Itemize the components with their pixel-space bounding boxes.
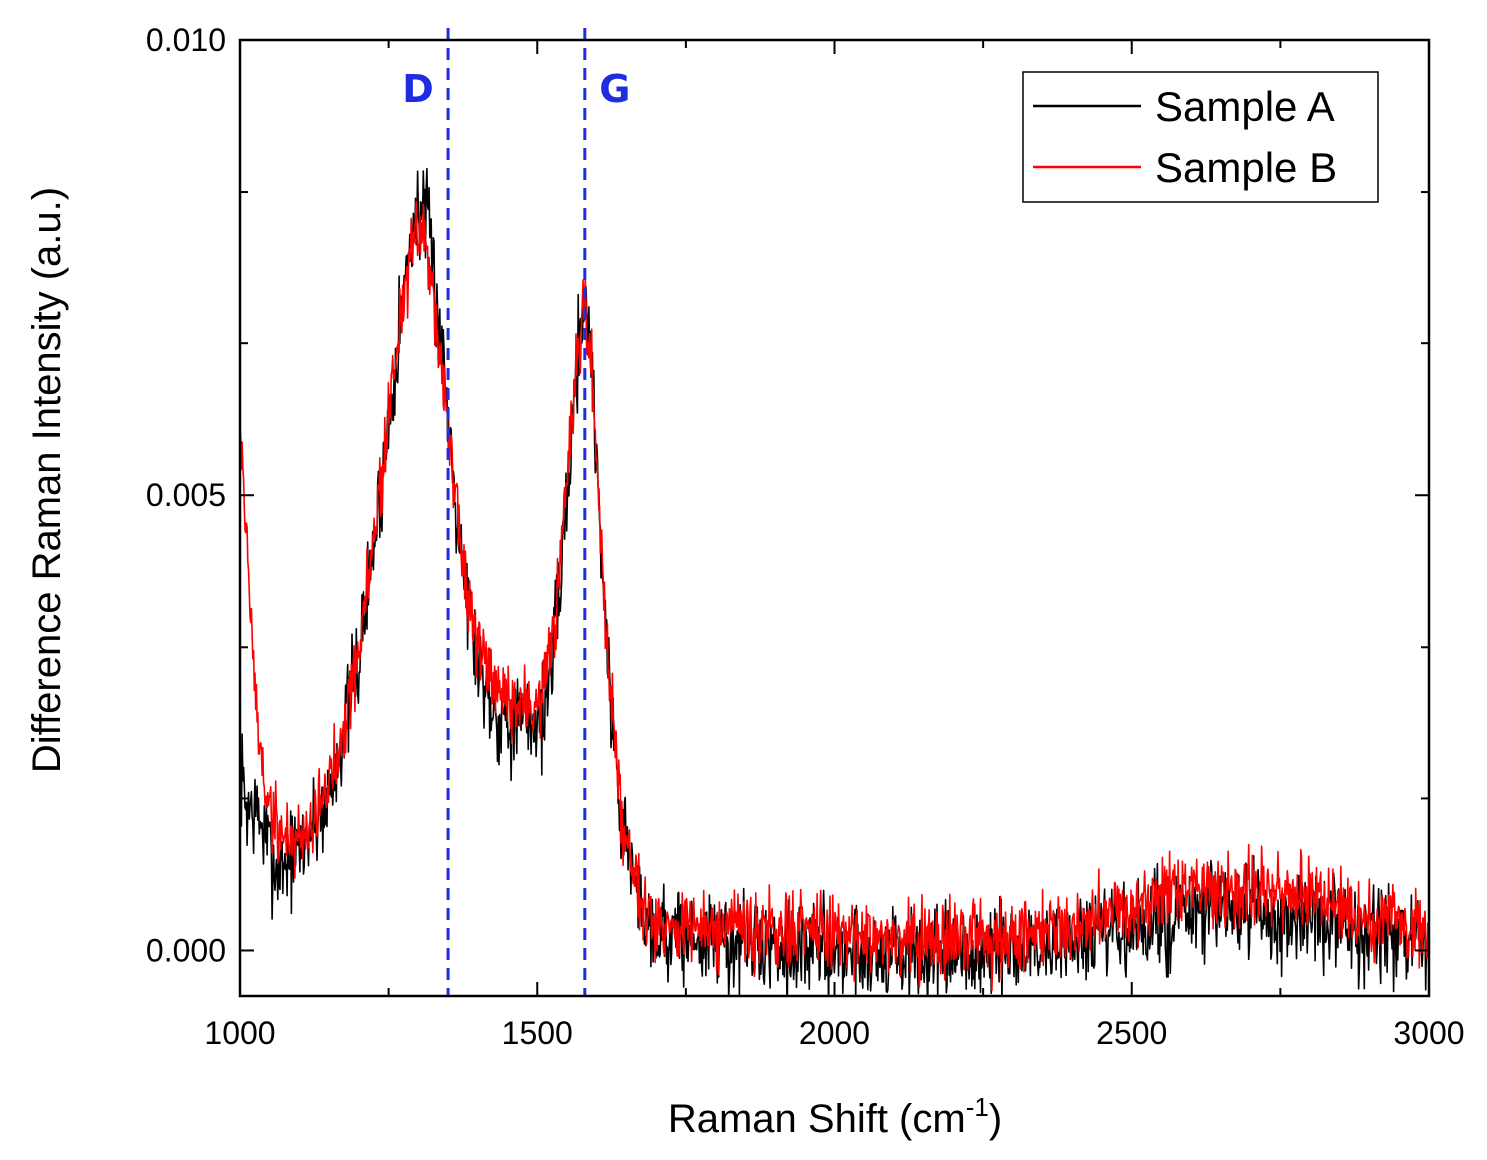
tick-layer [239, 39, 1430, 996]
x-tick-label: 2000 [799, 1015, 870, 1051]
x-tick-label: 1000 [204, 1015, 275, 1051]
series-layer [240, 167, 1429, 996]
x-axis-title-main: Raman Shift (cm [668, 1097, 966, 1141]
annotation-label-d: D [402, 67, 434, 111]
x-axis-title-end: ) [989, 1097, 1002, 1141]
x-axis-title: Raman Shift (cm-1) [668, 1092, 1002, 1141]
annotation-label-g: G [599, 67, 630, 111]
y-tick-label: 0.010 [146, 22, 226, 58]
series-line-sample-b [240, 200, 1429, 992]
y-tick-label: 0.005 [146, 477, 226, 513]
x-tick-label: 2500 [1096, 1015, 1167, 1051]
x-tick-label: 1500 [502, 1015, 573, 1051]
x-tick-labels: 1000 1500 2000 2500 3000 [204, 1015, 1464, 1051]
x-tick-label: 3000 [1393, 1015, 1464, 1051]
y-tick-label: 0.000 [146, 932, 226, 968]
y-axis-title: Difference Raman Intensity (a.u.) [25, 187, 69, 773]
legend-box [1022, 71, 1379, 203]
legend-label-sample-a: Sample A [1155, 83, 1335, 130]
legend-label-sample-b: Sample B [1155, 144, 1337, 191]
y-tick-labels: 0.000 0.005 0.010 [146, 22, 226, 968]
legend: Sample A Sample B [1022, 71, 1379, 203]
x-axis-title-superscript: -1 [966, 1092, 989, 1122]
